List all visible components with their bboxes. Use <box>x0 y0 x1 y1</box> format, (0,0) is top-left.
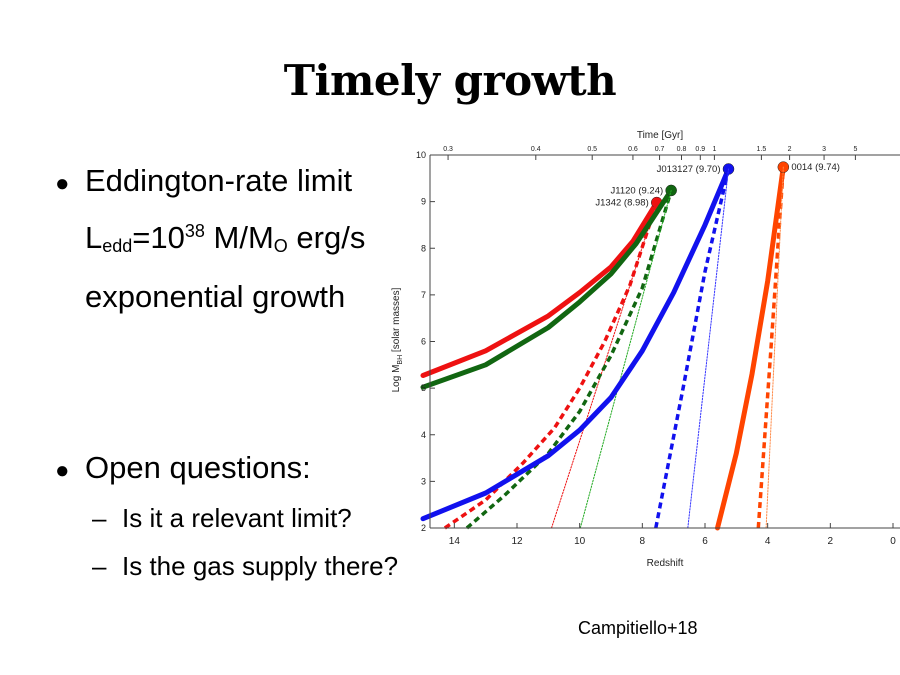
y-tick-label: 6 <box>421 337 426 347</box>
exponential-growth-line: exponential growth <box>85 279 346 314</box>
series-line-9-solid <box>715 164 786 531</box>
x-tick-label: 4 <box>765 536 771 547</box>
dash-icon: – <box>92 551 107 581</box>
top-tick-label: 0.3 <box>443 146 453 153</box>
formula-eq: =10 <box>132 220 185 255</box>
x-tick-label: 14 <box>449 536 461 547</box>
formula-m-sub: O <box>273 236 288 256</box>
series-line-6-solid <box>420 166 731 522</box>
x-tick-label: 12 <box>511 536 523 547</box>
formula-unit: erg/s <box>287 220 366 255</box>
top-tick-label: 0.9 <box>695 146 705 153</box>
formula-l: L <box>85 220 103 255</box>
top-tick-label: 2 <box>788 146 792 153</box>
y-tick-label: 2 <box>421 523 426 533</box>
series-line-4-dashed <box>465 189 673 530</box>
top-tick-label: 5 <box>853 146 857 153</box>
top-tick-label: 0.4 <box>531 146 541 153</box>
series-label: J1342 (8.98) <box>595 198 648 209</box>
eddington-formula: Ledd=1038 M/MO erg/s <box>85 222 365 255</box>
bullet-open-questions: ● Open questions: <box>55 452 311 483</box>
sub-bullet-gas-supply: – Is the gas supply there? <box>92 553 398 579</box>
top-tick-label: 1.5 <box>757 146 767 153</box>
bullet-eddington: ● Eddington-rate limit <box>55 165 352 196</box>
x-tick-label: 8 <box>640 536 646 547</box>
y-tick-label: 8 <box>421 243 426 253</box>
y-tick-label: 10 <box>416 150 426 160</box>
bullet-label: Eddington-rate limit <box>85 163 353 198</box>
sub-bullet-label: Is the gas supply there? <box>122 551 399 581</box>
credit-citation: Campitiello+18 <box>578 618 698 638</box>
y-tick-label: 7 <box>421 290 426 300</box>
y-tick-label: 4 <box>421 430 426 440</box>
top-tick-label: 0.8 <box>677 146 687 153</box>
formula-l-sub: edd <box>102 236 133 256</box>
y-tick-label: 5 <box>421 383 426 393</box>
bullet-dot-icon: ● <box>55 170 70 197</box>
series-line-5-dotted <box>579 189 672 529</box>
series-label: J1120 (9.24) <box>611 185 664 196</box>
dash-icon: – <box>92 503 107 533</box>
y-tick-label: 9 <box>421 197 426 207</box>
top-tick-label: 3 <box>822 146 826 153</box>
top-axis-label: Time [Gyr] <box>637 130 684 141</box>
series-label: J013127 (9.70) <box>657 164 721 175</box>
top-tick-label: 0.6 <box>628 146 638 153</box>
x-axis-label: Redshift <box>647 558 684 569</box>
series-line-1-dashed <box>443 202 659 530</box>
x-tick-label: 0 <box>890 536 896 547</box>
sub-bullet-relevant-limit: – Is it a relevant limit? <box>92 505 352 531</box>
y-axis-label: Log MBH [solar masses] <box>391 287 404 392</box>
top-tick-label: 0.5 <box>587 146 597 153</box>
series-line-7-dashed <box>654 168 731 529</box>
top-tick-label: 1 <box>712 146 716 153</box>
x-tick-label: 2 <box>828 536 834 547</box>
series-line-0-solid <box>420 200 660 378</box>
series-line-3-solid <box>420 187 674 390</box>
series-label: 0014 (9.74) <box>791 162 840 173</box>
slide-title: Timely growth <box>283 56 617 105</box>
formula-m: M/M <box>204 220 274 255</box>
bullet-dot-icon: ● <box>55 457 70 484</box>
sub-bullet-label: Is it a relevant limit? <box>122 503 352 533</box>
x-tick-label: 10 <box>574 536 586 547</box>
series-line-8-dotted <box>687 168 729 529</box>
y-tick-label: 3 <box>421 476 426 486</box>
x-tick-label: 6 <box>702 536 708 547</box>
series-line-11-dotted <box>765 166 784 529</box>
series-line-10-dashed <box>756 166 786 529</box>
formula-exp: 38 <box>184 221 205 241</box>
series-layer: J1342 (8.98) J1120 (9.24) J013127 (9.70) 00… <box>420 161 840 531</box>
bullet-label: Open questions: <box>85 450 311 485</box>
top-tick-label: 0.7 <box>655 146 665 153</box>
